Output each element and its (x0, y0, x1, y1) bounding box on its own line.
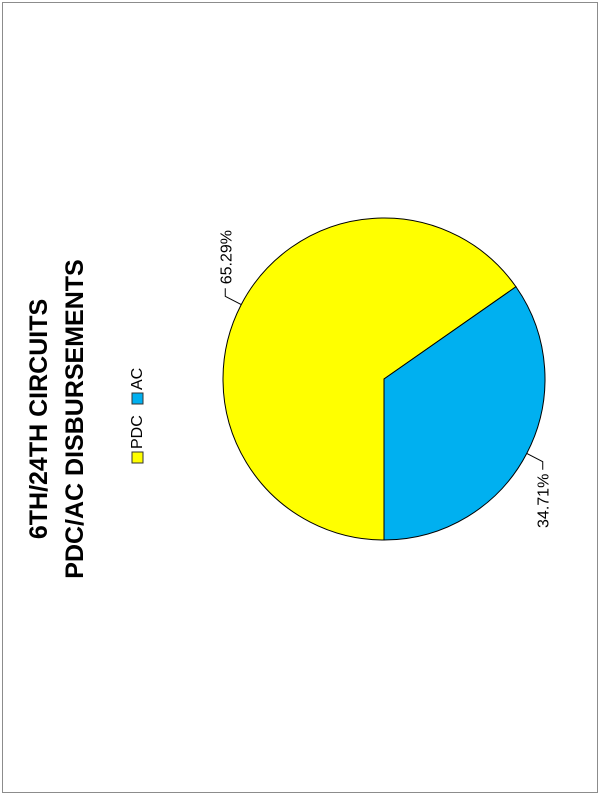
chart-title: 6TH/24TH CIRCUITS PDC/AC DISBURSEMENTS (25, 259, 89, 578)
data-label-ac: 34.71% (536, 474, 553, 528)
pie-slices (222, 217, 546, 541)
legend-swatch-ac (131, 392, 144, 405)
chart-title-line2: PDC/AC DISBURSEMENTS (61, 259, 89, 578)
pie-labels: 65.29% 34.71% (218, 230, 552, 528)
pie-slice-pdc (222, 217, 517, 541)
legend: PDC AC (129, 368, 146, 464)
pie-slice-ac (383, 286, 546, 541)
leader-line-ac (526, 452, 544, 470)
legend-label-ac: AC (129, 368, 146, 390)
chart-title-line1: 6TH/24TH CIRCUITS (25, 299, 53, 539)
legend-swatch-pdc (131, 451, 144, 464)
data-label-pdc: 65.29% (218, 230, 235, 284)
leader-line-pdc (224, 288, 242, 306)
legend-label-pdc: PDC (129, 415, 146, 449)
